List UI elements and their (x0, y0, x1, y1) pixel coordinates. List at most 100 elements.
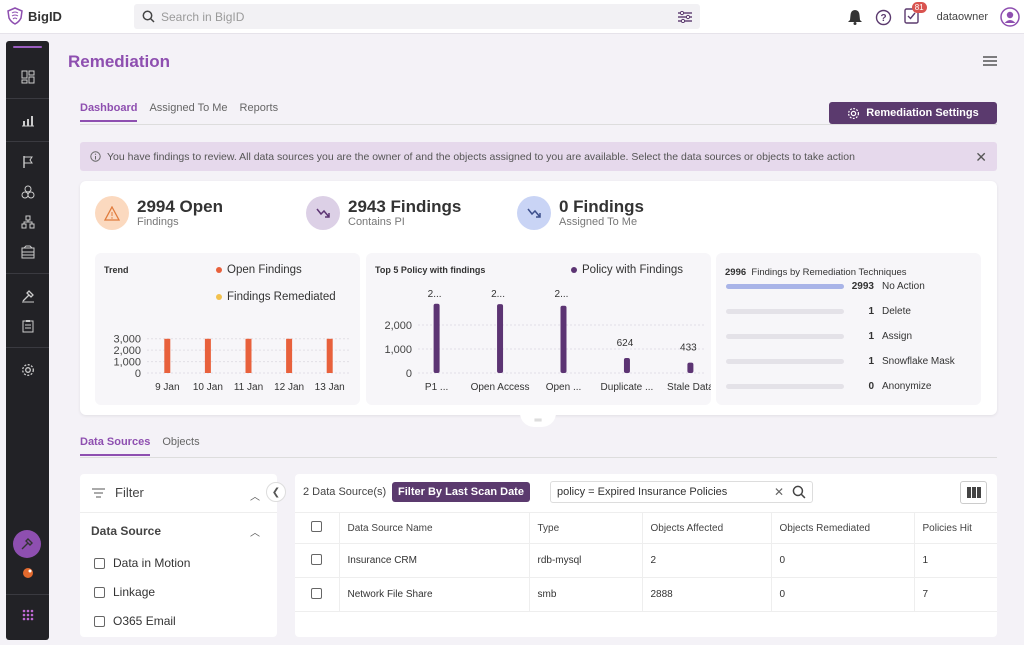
remediation-settings-button[interactable]: Remediation Settings (829, 102, 997, 124)
stat-value: 2994 Open (137, 197, 223, 216)
help-icon[interactable]: ? (875, 9, 892, 26)
dashboard-icon[interactable] (19, 68, 36, 85)
tasks-button[interactable]: 81 (903, 2, 927, 27)
checkbox[interactable] (94, 557, 105, 569)
remediation-icon[interactable] (19, 287, 36, 304)
global-search[interactable] (134, 4, 700, 29)
column-header[interactable]: Policies Hit (913, 512, 997, 544)
status-dot-icon[interactable] (19, 564, 36, 581)
table-row[interactable]: Network File Share smb 2888 0 7 (295, 577, 997, 612)
collapse-filter-button[interactable]: ❮ (266, 482, 286, 502)
filter-option[interactable]: O365 Email (94, 614, 176, 628)
trend-chart-card: Trend Open Findings Findings Remediated … (95, 253, 360, 405)
remediation-bar (726, 309, 844, 314)
cell-name[interactable]: Network File Share (338, 577, 529, 612)
legend-policy-findings[interactable]: Policy with Findings (571, 264, 683, 276)
filter-header[interactable]: Filter (92, 485, 144, 500)
stat-findings-pi[interactable]: 2943 Findings Contains PI (306, 196, 461, 230)
stat-open-findings[interactable]: 2994 Open Findings (95, 196, 223, 230)
bar-policy-findings (560, 305, 567, 373)
apps-grid-icon[interactable] (19, 606, 36, 623)
tabs-divider (80, 124, 997, 125)
row-checkbox[interactable] (311, 587, 322, 599)
query-field[interactable]: ✕ (550, 481, 813, 503)
tab-assigned-to-me[interactable]: Assigned To Me (149, 102, 228, 114)
sidebar-divider (6, 347, 49, 348)
remediation-count: 0 (868, 381, 874, 392)
column-header[interactable]: Objects Affected (641, 512, 771, 544)
hierarchy-icon[interactable] (19, 213, 36, 230)
legend-open-findings[interactable]: Open Findings (216, 264, 302, 276)
app-logo[interactable]: BigID (6, 7, 62, 25)
remediation-row[interactable]: 1 Snowflake Mask (726, 356, 955, 367)
x-tick-label: Duplicate ... (601, 382, 654, 393)
section-tabs-divider (80, 457, 997, 458)
columns-icon (966, 487, 981, 498)
top-bar: BigID ? 81 (0, 0, 1024, 34)
remediation-label: Anonymize (882, 381, 932, 392)
query-input[interactable] (557, 486, 774, 498)
filter-scan-date-button[interactable]: Filter By Last Scan Date (392, 482, 530, 502)
stat-assigned[interactable]: 0 Findings Assigned To Me (517, 196, 644, 230)
search-input[interactable] (161, 9, 678, 24)
remediation-title: Findings by Remediation Techniques (751, 267, 907, 278)
avatar-icon[interactable] (1000, 7, 1020, 27)
column-header[interactable]: Type (528, 512, 642, 544)
checkbox[interactable] (94, 586, 105, 598)
catalog-icon[interactable] (19, 183, 36, 200)
cell-objects-affected: 2 (641, 543, 771, 578)
tab-objects[interactable]: Objects (162, 436, 200, 448)
remediation-label: No Action (882, 281, 925, 292)
tab-dashboard[interactable]: Dashboard (80, 102, 138, 122)
table-row[interactable]: Insurance CRM rdb-mysql 2 0 1 (295, 543, 997, 578)
filter-option-label: Data in Motion (113, 556, 191, 570)
filter-option[interactable]: Data in Motion (94, 556, 190, 570)
search-icon[interactable] (792, 485, 806, 499)
cell-type: rdb-mysql (528, 543, 642, 578)
close-icon[interactable]: ✕ (975, 149, 987, 165)
legend-label: Policy with Findings (582, 264, 683, 276)
remediation-row[interactable]: 1 Assign (726, 331, 912, 342)
legend-label: Open Findings (227, 264, 302, 276)
column-header[interactable]: Objects Remediated (770, 512, 914, 544)
chevron-up-icon[interactable]: ︿ (250, 528, 260, 539)
sidebar-divider (6, 141, 49, 142)
filter-option[interactable]: Linkage (94, 585, 155, 599)
user-tools-icon[interactable] (13, 530, 41, 558)
x-tick-label: Open Access (471, 382, 530, 393)
row-checkbox[interactable] (311, 553, 322, 565)
inventory-icon[interactable] (19, 243, 36, 260)
flag-icon[interactable] (19, 153, 36, 170)
checkbox[interactable] (94, 615, 105, 627)
tab-reports[interactable]: Reports (239, 102, 279, 114)
legend-dot (571, 267, 577, 273)
columns-button[interactable] (960, 481, 987, 504)
clear-icon[interactable]: ✕ (773, 485, 784, 499)
y-tick-label: 2,000 (384, 320, 412, 332)
tab-data-sources[interactable]: Data Sources (80, 436, 151, 456)
remediation-row[interactable]: 1 Delete (726, 306, 911, 317)
analytics-icon[interactable] (19, 111, 36, 128)
chevron-up-icon[interactable]: ︿ (250, 492, 260, 503)
select-all-checkbox[interactable] (311, 521, 322, 532)
sidebar-divider (6, 273, 49, 274)
hamburger-menu-icon[interactable] (982, 55, 998, 67)
notification-badge: 81 (911, 2, 927, 13)
collapse-handle[interactable]: ═ (520, 413, 556, 427)
bell-icon[interactable] (847, 9, 863, 25)
legend-findings-remediated[interactable]: Findings Remediated (216, 291, 336, 303)
username[interactable]: dataowner (936, 11, 988, 23)
bar-policy-findings (687, 362, 694, 373)
remediation-row[interactable]: 2993 No Action (726, 281, 925, 292)
remediation-label: Assign (882, 331, 913, 342)
remediation-count: 1 (868, 306, 874, 317)
reports-icon[interactable] (19, 317, 36, 334)
cell-name[interactable]: Insurance CRM (338, 543, 529, 578)
cell-objects-remediated: 0 (770, 543, 914, 578)
remediation-bar (726, 284, 844, 289)
filter-sliders-icon[interactable] (678, 10, 692, 23)
column-header[interactable]: Data Source Name (338, 512, 529, 544)
settings-gear-icon[interactable] (19, 361, 36, 378)
remediation-row[interactable]: 0 Anonymize (726, 381, 931, 392)
